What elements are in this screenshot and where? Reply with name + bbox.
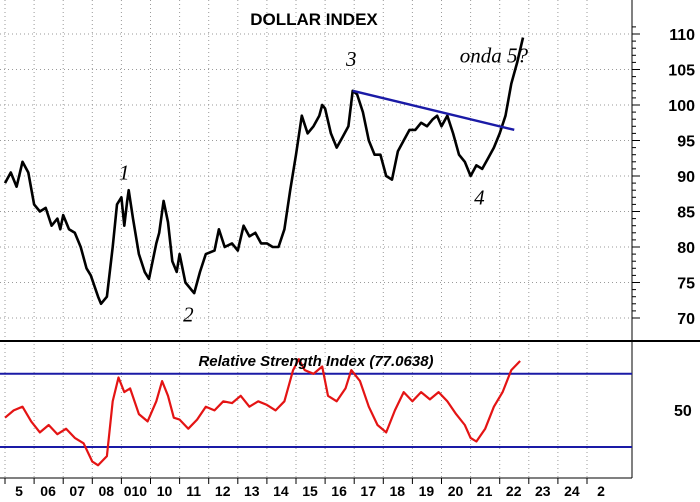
rsi-title: Relative Strength Index (77.0638) [198,353,433,370]
x-tick-label: 11 [186,483,201,499]
x-tick-label: 10 [157,483,173,499]
x-tick-label: 20 [448,483,464,499]
rsi-series-line [4,358,521,467]
x-tick-label: 2 [597,483,605,499]
x-tick-label: 19 [419,483,435,499]
x-tick-label: 21 [477,483,493,499]
x-tick-label: 12 [215,483,231,499]
trendline [352,89,515,132]
y-tick-label: 75 [677,276,695,293]
x-tick-label: 010 [124,483,148,499]
y-tick-label: 80 [677,240,695,257]
y-tick-label: 110 [669,27,695,44]
series-layer [3,37,525,467]
y-tick-label: 70 [677,311,695,328]
chart-title: DOLLAR INDEX [250,10,378,29]
y-tick-label: 105 [668,63,695,80]
x-tick-label: 18 [390,483,406,499]
wave-annotation: 4 [474,185,485,209]
rsi-tick-label-50: 50 [674,403,692,420]
x-tick-label: 15 [302,483,318,499]
x-tick-label: 14 [273,483,289,499]
x-tick-label: 5 [15,483,23,499]
x-tick-label: 17 [360,483,376,499]
x-tick-label: 06 [40,483,56,499]
x-tick-label: 23 [535,483,551,499]
x-tick-label: 16 [331,483,347,499]
x-tick-label: 22 [506,483,522,499]
x-tick-label: 08 [99,483,115,499]
wave-annotation: onda 5? [460,43,529,67]
wave-annotation: 1 [119,161,130,185]
x-tick-label: 13 [244,483,260,499]
y-tick-label: 90 [677,169,695,186]
wave-annotation: 2 [183,303,194,327]
rsi-reference-lines [0,372,632,448]
wave-annotation: 3 [345,47,357,71]
grid-layer [0,0,640,484]
x-tick-label: 24 [564,483,580,499]
y-tick-label: 85 [677,205,695,222]
y-tick-label: 95 [677,134,695,151]
x-tick-label: 07 [69,483,85,499]
label-layer: 5 06 07 08 010 10 11 12 13 14 15 16 17 18 19 20 21 22 23 24… [15,27,695,499]
y-tick-label: 100 [668,98,695,115]
price-series-line [3,37,525,306]
